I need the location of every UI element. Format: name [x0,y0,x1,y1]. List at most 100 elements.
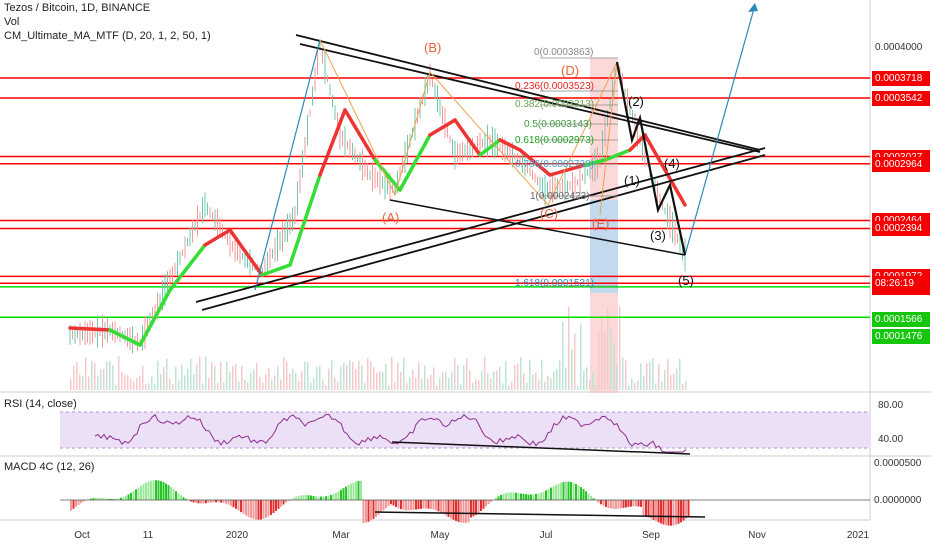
volume-bar [406,383,408,390]
volume-bar [226,361,228,390]
macd-bar [332,493,335,500]
horizontal-levels [0,77,870,319]
volume-bar [349,360,351,390]
macd-bar [402,500,405,510]
macd-bar [422,500,425,509]
volume-bar [598,330,600,390]
macd-bar [272,500,275,514]
ma-segment [518,148,552,177]
wedge-bottom-line [389,199,686,256]
volume-bar [187,368,189,390]
ma-segment [428,118,457,137]
volume-bar [610,328,612,390]
macd-bar [120,497,122,500]
volume-bar [181,364,183,390]
volume-bar [415,377,417,390]
volume-bar [286,361,288,390]
macd-bar [167,485,170,500]
volume-bar [517,363,519,390]
macd-bar [215,500,217,503]
macd-bar [455,500,457,521]
macd-bar [447,500,450,517]
volume-bar [631,378,633,390]
macd-bar [212,500,215,503]
volume-bar [364,383,366,390]
volume-bar [163,367,165,390]
macd-bar [77,500,80,505]
volume-bar [367,358,369,390]
ma-segment [68,326,112,332]
macd-bar [180,495,182,500]
ma-segment [398,133,432,192]
abcde-path [319,39,618,216]
volume-bar [211,362,213,390]
ma-segment [168,243,207,292]
ma-segment [318,108,347,177]
macd-bar [657,500,660,523]
macd-bar [175,491,177,500]
macd-bar [530,494,532,500]
macd-label: MACD 4C (12, 26) [4,461,95,473]
volume-bar [514,365,516,390]
volume-bar [127,375,129,390]
ma-segment [288,173,322,267]
volume-bar [403,357,405,390]
volume-bar [577,385,579,390]
wave-label-orange: (A) [382,210,399,225]
volume-bar [352,362,354,390]
macd-bar [137,487,140,500]
volume-bar [301,370,303,390]
volume-bar [79,374,81,390]
macd-bar [557,483,560,500]
impulse-wave [615,61,687,256]
indicator-label: CM_Ultimate_MA_MTF (D, 20, 1, 2, 50, 1) [4,30,211,42]
macd-bar [650,500,652,519]
volume-bar [628,385,630,390]
macd-bar [280,500,282,507]
macd-bar [562,482,565,500]
ma-segment [108,328,142,347]
volume-bar [247,382,249,390]
volume-bar [250,373,252,390]
wave-label-black: (2) [628,94,644,109]
volume-bar [316,366,318,390]
macd-bar [475,500,477,515]
price-tag: 0.0002964 [872,156,930,172]
annotation-labels: (A) (B) (C) (D) (E) (1) (2) (3) (4) (5) 0(0.000386… [382,40,694,289]
x-tick-label: Nov [748,530,766,541]
macd-bar [267,500,270,517]
ma-segment [603,148,632,162]
volume-bar [613,343,615,390]
chart-title: Tezos / Bitcoin, 1D, BINANCE [4,2,151,14]
macd-bar [102,498,105,500]
volume-bar [274,375,276,390]
volume-bar [256,363,258,390]
macd-bar [357,480,360,500]
macd-bar [362,500,365,524]
volume-bar [619,306,621,390]
macd-bar [612,500,615,509]
macd-bar [630,500,632,507]
volume-bar [493,371,495,390]
x-tick-label: 11 [143,530,154,541]
volume-bar [382,371,384,390]
macd-bar [325,496,327,500]
macd-bar [395,500,397,507]
volume-bar [616,365,618,390]
volume-bar [331,360,333,390]
volume-bar [205,356,207,390]
macd-bar [440,500,442,513]
macd-bar [375,500,377,518]
volume-bar [103,369,105,390]
macd-bar [305,495,307,500]
macd-bar [340,489,342,500]
macd-bar [515,492,517,500]
macd-bar [620,500,622,509]
volume-bar [271,379,273,390]
macd-bar [100,498,102,500]
ma-segment [203,228,232,247]
x-tick-label: Mar [332,530,350,541]
macd-bar [347,485,350,500]
macd-bar [675,500,677,525]
